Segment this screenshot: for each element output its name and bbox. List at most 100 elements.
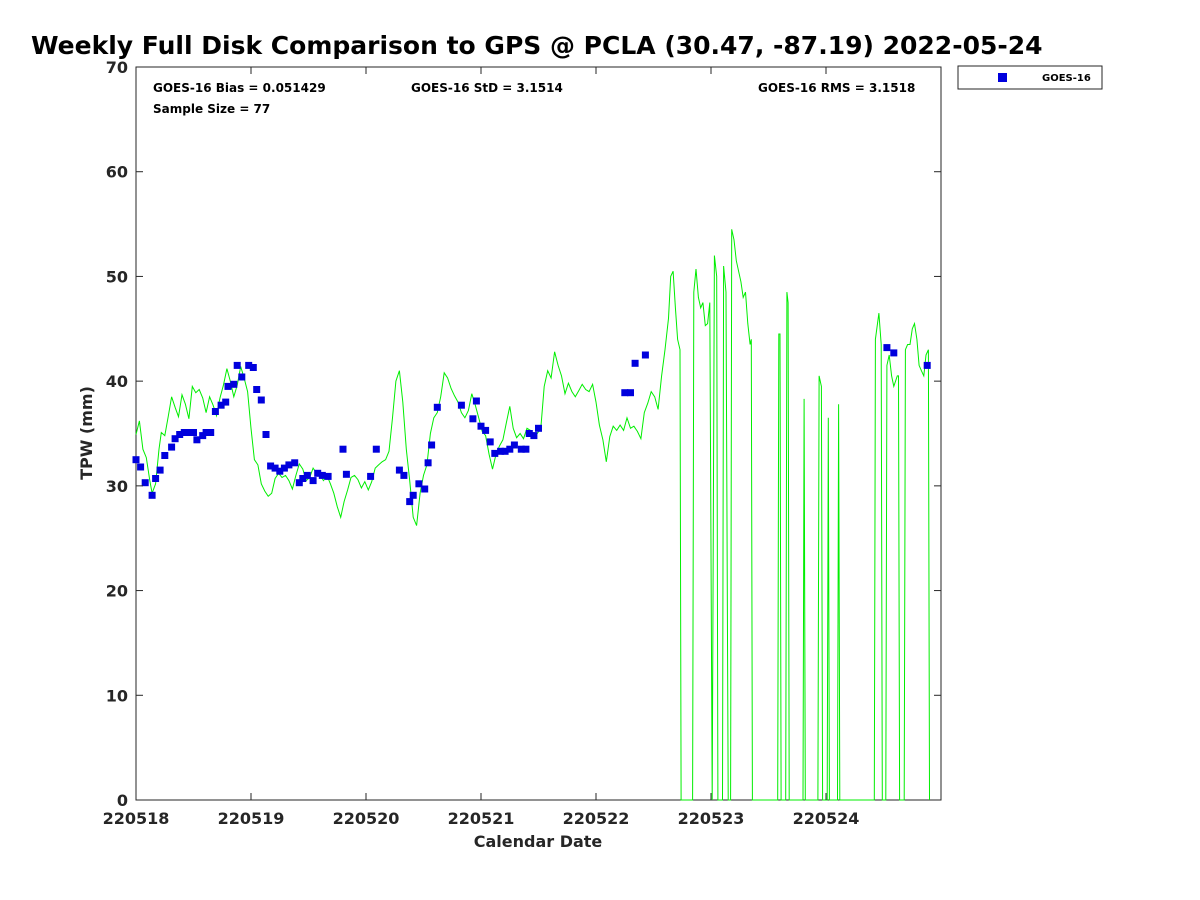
goes16-point bbox=[621, 389, 629, 397]
x-tick-label: 220523 bbox=[678, 809, 745, 828]
goes16-point bbox=[497, 447, 505, 455]
goes16-point bbox=[202, 429, 210, 436]
goes16-point bbox=[249, 364, 257, 371]
legend: GOES-16 bbox=[957, 65, 1103, 90]
gps-series bbox=[135, 229, 930, 801]
goes16-point bbox=[372, 445, 380, 453]
goes16-point bbox=[324, 472, 332, 480]
goes16-point bbox=[245, 361, 253, 369]
goes16-point bbox=[176, 431, 184, 438]
goes16-point bbox=[428, 441, 436, 449]
rms-stat: GOES-16 RMS = 3.1518 bbox=[758, 81, 915, 95]
goes16-point bbox=[506, 445, 514, 453]
goes16-point bbox=[342, 470, 350, 478]
goes16-point bbox=[314, 469, 322, 477]
goes16-point bbox=[641, 351, 649, 359]
goes16-point bbox=[257, 396, 265, 404]
x-tick-label: 220519 bbox=[218, 809, 285, 828]
goes16-point bbox=[530, 432, 538, 440]
chart-title: Weekly Full Disk Comparison to GPS @ PCL… bbox=[31, 31, 1043, 60]
goes16-point bbox=[406, 498, 414, 506]
goes16-point bbox=[161, 452, 169, 459]
goes16-point bbox=[211, 408, 219, 415]
goes16-point bbox=[457, 401, 465, 409]
y-tick-label: 40 bbox=[106, 372, 128, 391]
goes16-point bbox=[415, 480, 423, 488]
sample-size-stat: Sample Size = 77 bbox=[153, 102, 270, 116]
y-tick-label: 0 bbox=[117, 791, 128, 810]
goes16-point bbox=[262, 431, 270, 438]
goes16-point bbox=[395, 466, 403, 474]
bias-stat: GOES-16 Bias = 0.051429 bbox=[153, 81, 326, 95]
goes16-point bbox=[233, 361, 241, 369]
goes16-point bbox=[207, 429, 215, 436]
axes-frame bbox=[135, 66, 942, 801]
goes16-point bbox=[522, 445, 530, 453]
goes16-point bbox=[267, 462, 275, 470]
gps-line bbox=[135, 229, 930, 801]
goes16-point bbox=[224, 382, 232, 390]
goes16-point bbox=[137, 463, 145, 471]
goes16-point bbox=[271, 464, 279, 472]
legend-label-goes16: GOES-16 bbox=[1042, 73, 1091, 84]
goes16-point bbox=[923, 361, 931, 369]
goes16-point bbox=[339, 445, 347, 453]
x-tick-label: 220521 bbox=[448, 809, 515, 828]
goes16-point bbox=[148, 491, 156, 499]
goes16-point bbox=[421, 485, 429, 493]
goes16-point bbox=[472, 397, 480, 405]
goes16-point bbox=[285, 461, 293, 469]
goes16-point bbox=[627, 389, 634, 397]
goes16-point bbox=[193, 436, 201, 444]
x-tick-label: 220520 bbox=[333, 809, 400, 828]
goes16-point bbox=[535, 424, 542, 432]
y-tick-label: 10 bbox=[106, 686, 128, 705]
goes16-point bbox=[132, 456, 140, 464]
y-tick-label: 20 bbox=[106, 582, 128, 601]
x-tick-label: 220522 bbox=[563, 809, 630, 828]
y-tick-label: 30 bbox=[106, 477, 128, 496]
x-axis-label: Calendar Date bbox=[474, 832, 603, 851]
x-tick-label: 220524 bbox=[793, 809, 860, 828]
goes16-point bbox=[276, 467, 284, 475]
goes16-point bbox=[180, 429, 188, 436]
goes16-point bbox=[295, 479, 303, 487]
goes16-point bbox=[424, 459, 432, 467]
x-tick-label: 220518 bbox=[103, 809, 170, 828]
plot-area: 220518 220519 220520 220521 220522 220523 2205… bbox=[103, 58, 942, 828]
goes16-point bbox=[433, 403, 441, 411]
goes16-point bbox=[501, 447, 509, 455]
goes16-point bbox=[222, 398, 230, 406]
goes16-point bbox=[238, 373, 246, 381]
goes16-point bbox=[291, 459, 299, 467]
legend-marker-goes16 bbox=[998, 73, 1007, 82]
goes16-point bbox=[253, 386, 261, 393]
legend-box bbox=[957, 65, 1103, 90]
std-stat: GOES-16 StD = 3.1514 bbox=[411, 81, 563, 95]
goes16-point bbox=[525, 430, 533, 437]
goes16-point bbox=[171, 435, 179, 443]
goes16-point bbox=[280, 464, 288, 472]
goes16-point bbox=[303, 471, 311, 479]
goes16-point bbox=[486, 438, 494, 446]
goes16-point bbox=[190, 429, 197, 436]
goes16-point bbox=[477, 422, 485, 430]
goes16-point bbox=[482, 426, 490, 434]
goes16-point bbox=[230, 380, 238, 388]
goes16-point bbox=[367, 472, 375, 480]
goes16-series bbox=[132, 344, 931, 506]
y-tick-label: 70 bbox=[106, 58, 128, 77]
goes16-point bbox=[631, 359, 639, 367]
goes16-point bbox=[469, 415, 477, 423]
goes16-point bbox=[168, 443, 176, 451]
goes16-point bbox=[883, 344, 891, 352]
goes16-point bbox=[400, 471, 408, 479]
goes16-point bbox=[141, 479, 149, 487]
y-axis-label: TPW (mm) bbox=[77, 386, 96, 480]
goes16-point bbox=[510, 441, 518, 449]
goes16-point bbox=[217, 401, 225, 409]
goes16-point bbox=[156, 466, 164, 474]
goes16-point bbox=[152, 475, 160, 482]
goes16-point bbox=[299, 475, 307, 482]
